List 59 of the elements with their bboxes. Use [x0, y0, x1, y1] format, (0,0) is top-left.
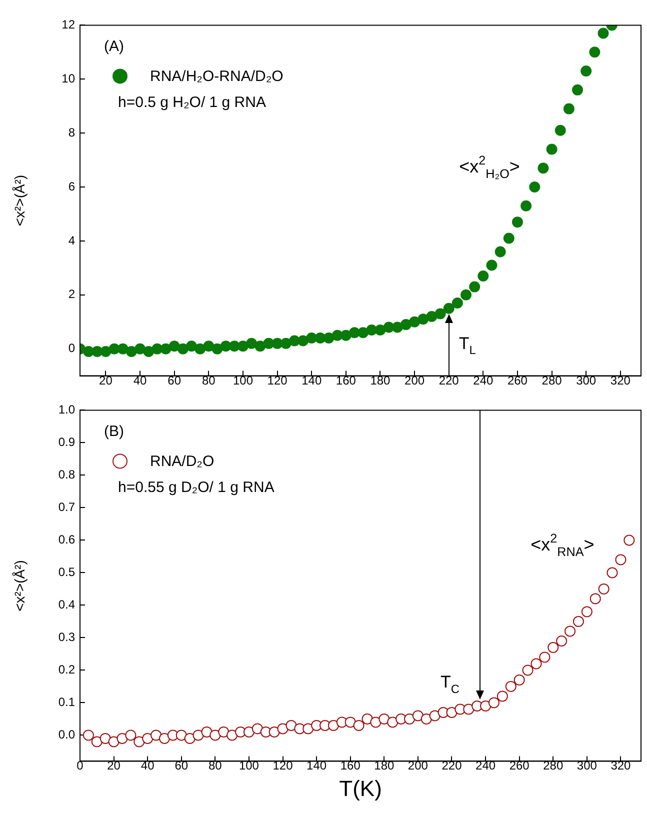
- legend-label: RNA/H₂O-RNA/D₂O: [150, 68, 284, 86]
- x-tick-label: 120: [267, 373, 288, 388]
- y-tick-label: 1.0: [58, 402, 76, 417]
- y-tick-label: 8: [68, 125, 76, 140]
- x-axis-title: T(K): [339, 776, 382, 801]
- y-tick-label: 4: [68, 233, 76, 248]
- y-axis-title: <x²>(Å²): [11, 560, 28, 612]
- annotation: (A): [104, 38, 124, 56]
- x-tick-label: 300: [576, 373, 596, 388]
- x-tick-label: 60: [168, 373, 182, 388]
- x-tick-label: 180: [370, 373, 391, 388]
- y-tick-label: 0.8: [58, 468, 76, 482]
- y-tick-label: 0.6: [58, 532, 76, 547]
- annotation: h=0.55 g D₂O/ 1 g RNA: [118, 479, 274, 496]
- x-tick-label: 280: [542, 373, 562, 388]
- x-tick-label: 320: [610, 373, 631, 388]
- legend-label: RNA/D₂O: [150, 453, 214, 470]
- x-tick-label: 40: [133, 373, 148, 388]
- y-tick-label: 0.3: [58, 630, 76, 644]
- x-tick-label: 80: [208, 758, 222, 773]
- y-tick-label: 0.9: [58, 435, 76, 450]
- x-tick-label: 160: [340, 758, 361, 773]
- x-tick-label: 60: [174, 758, 188, 773]
- x-tick-label: 240: [476, 758, 496, 773]
- y-tick-label: 0.2: [58, 662, 76, 677]
- annotation: (B): [104, 423, 124, 440]
- x-tick-label: 200: [408, 758, 428, 773]
- x-tick-label: 20: [99, 373, 113, 388]
- y-tick-label: 0.0: [58, 728, 76, 742]
- x-tick-label: 240: [473, 373, 494, 388]
- y-tick-label: 2: [68, 287, 76, 302]
- x-tick-label: 20: [107, 758, 121, 773]
- y-tick-label: 0.1: [58, 695, 76, 710]
- y-axis-title: <x²>(Å²): [11, 174, 28, 226]
- x-tick-label: 140: [302, 373, 322, 388]
- y-tick-label: 6: [68, 179, 76, 194]
- x-tick-label: 220: [442, 758, 462, 773]
- y-tick-label: 0: [68, 341, 76, 356]
- x-tick-label: 140: [306, 758, 327, 773]
- x-tick-label: 120: [272, 758, 294, 773]
- y-tick-label: 0.7: [58, 500, 76, 514]
- x-tick-label: 300: [576, 758, 598, 773]
- x-tick-label: 260: [507, 373, 528, 388]
- x-tick-label: 80: [202, 373, 216, 388]
- annotation: h=0.5 g H₂O/ 1 g RNA: [118, 94, 266, 112]
- x-tick-label: 40: [140, 758, 155, 773]
- x-tick-label: 180: [374, 758, 394, 773]
- y-tick-label: 0.4: [58, 598, 76, 612]
- y-tick-label: 10: [62, 71, 76, 86]
- x-tick-label: 320: [610, 758, 632, 773]
- x-tick-label: 260: [509, 758, 530, 773]
- y-tick-label: 12: [62, 18, 76, 32]
- x-tick-label: 100: [238, 758, 260, 773]
- y-tick-label: 0.5: [58, 565, 76, 580]
- x-tick-label: 220: [438, 373, 460, 388]
- x-tick-label: 280: [543, 758, 564, 773]
- x-tick-label: 160: [336, 373, 356, 388]
- x-tick-label: 100: [232, 373, 254, 388]
- x-tick-label: 200: [404, 373, 425, 388]
